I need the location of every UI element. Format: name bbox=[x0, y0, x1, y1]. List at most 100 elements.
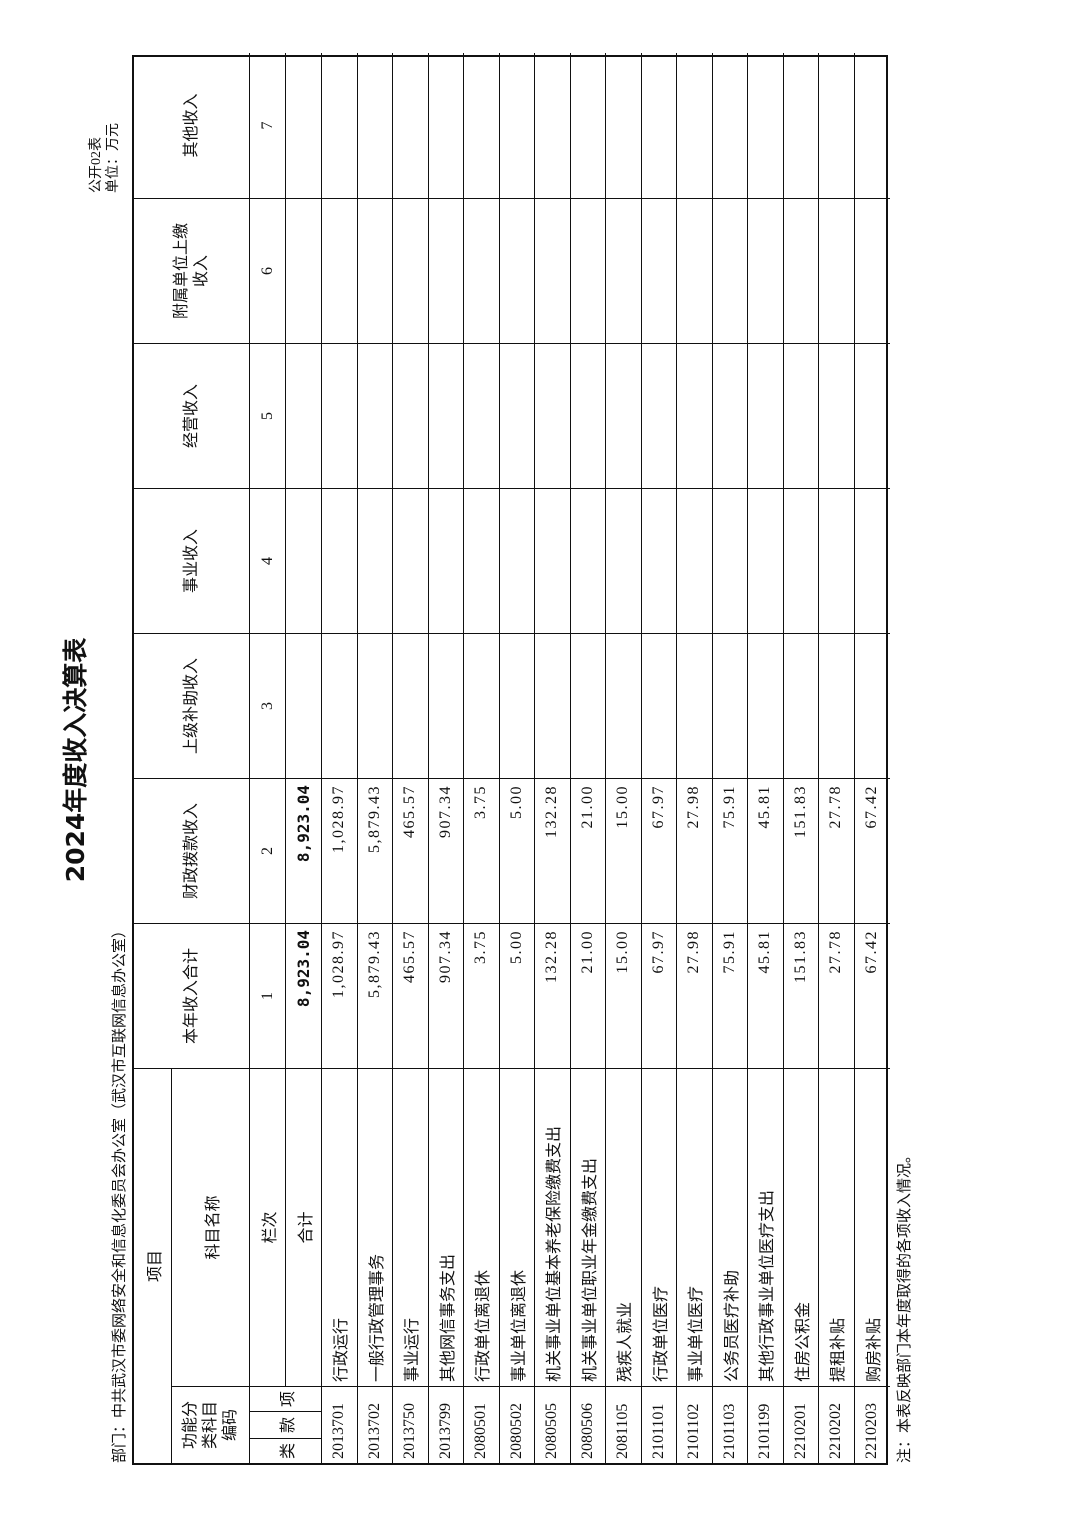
column-header-text: 附属单位上缴收入 bbox=[172, 223, 210, 320]
project-header-text: 项目 bbox=[146, 1250, 164, 1283]
row-value bbox=[535, 53, 571, 198]
row-code-text: 2210202 bbox=[827, 1403, 845, 1459]
row-value bbox=[464, 633, 500, 778]
table-row-code: 2080505 bbox=[535, 1386, 571, 1463]
row-value: 75.91 bbox=[712, 778, 748, 923]
row-code-text: 2013701 bbox=[330, 1403, 348, 1459]
table-row-code: 2210203 bbox=[854, 1386, 890, 1463]
table-row-code: 2013701 bbox=[322, 1386, 358, 1463]
row-value bbox=[499, 633, 535, 778]
row-value: 132.28 bbox=[535, 778, 571, 923]
column-index: 5 bbox=[250, 343, 286, 488]
row-value-text: 45.81 bbox=[756, 930, 774, 974]
kuan-header: 款 bbox=[250, 1411, 322, 1438]
row-name: 事业单位离退休 bbox=[499, 1068, 535, 1386]
row-value bbox=[748, 488, 784, 633]
column-index-text: 6 bbox=[258, 267, 276, 275]
row-name-text: 事业单位医疗 bbox=[688, 1285, 706, 1382]
row-value bbox=[322, 343, 358, 488]
row-name: 其他网信事务支出 bbox=[428, 1068, 464, 1386]
row-code-text: 2080502 bbox=[507, 1403, 525, 1459]
column-index: 4 bbox=[250, 488, 286, 633]
column-header: 财政拨款收入 bbox=[134, 778, 250, 923]
row-value bbox=[819, 53, 855, 198]
row-value-text: 21.00 bbox=[578, 930, 596, 974]
lei-header-text: 类 bbox=[279, 1443, 297, 1460]
column-header-text: 上级补助收入 bbox=[182, 658, 200, 755]
row-value: 3.75 bbox=[464, 923, 500, 1068]
row-value bbox=[783, 633, 819, 778]
row-value bbox=[428, 488, 464, 633]
row-value-text: 907.34 bbox=[436, 785, 454, 838]
page-title: 2024年度收入决算表 bbox=[61, 637, 90, 883]
row-value-text: 45.81 bbox=[756, 785, 774, 829]
row-value: 132.28 bbox=[535, 923, 571, 1068]
total-value bbox=[286, 488, 322, 633]
row-value-text: 27.78 bbox=[827, 930, 845, 974]
table-row-code: 2101103 bbox=[712, 1386, 748, 1463]
row-name: 购房补贴 bbox=[854, 1068, 890, 1386]
row-value bbox=[641, 343, 677, 488]
table-row-code: 2101199 bbox=[748, 1386, 784, 1463]
row-value bbox=[357, 198, 393, 343]
column-index: 7 bbox=[250, 53, 286, 198]
table-row-code: 2013750 bbox=[393, 1386, 429, 1463]
row-value bbox=[641, 633, 677, 778]
row-value bbox=[464, 53, 500, 198]
row-value bbox=[570, 488, 606, 633]
table-row-code: 2101102 bbox=[677, 1386, 713, 1463]
xiang-header: 项 bbox=[250, 1386, 322, 1411]
row-value bbox=[783, 343, 819, 488]
row-value bbox=[855, 53, 891, 198]
row-name: 残疾人就业 bbox=[606, 1068, 642, 1386]
row-value bbox=[357, 488, 393, 633]
row-value bbox=[570, 633, 606, 778]
row-value bbox=[783, 53, 819, 198]
column-header: 事业收入 bbox=[134, 488, 250, 633]
row-code-text: 2080506 bbox=[578, 1403, 596, 1459]
row-name-text: 购房补贴 bbox=[866, 1317, 884, 1382]
lei-header: 类 bbox=[250, 1438, 322, 1463]
row-value bbox=[641, 198, 677, 343]
row-value: 27.98 bbox=[677, 923, 713, 1068]
row-value: 21.00 bbox=[570, 923, 606, 1068]
row-value bbox=[677, 488, 713, 633]
column-index-label: 栏次 bbox=[250, 1068, 286, 1386]
row-value bbox=[748, 198, 784, 343]
total-value bbox=[286, 633, 322, 778]
row-value bbox=[357, 633, 393, 778]
row-code-text: 2080505 bbox=[543, 1403, 561, 1459]
column-index-text: 5 bbox=[258, 412, 276, 420]
row-value bbox=[606, 53, 642, 198]
row-value bbox=[357, 343, 393, 488]
form-number: 公开02表 bbox=[89, 137, 104, 193]
total-value: 8,923.04 bbox=[286, 778, 322, 923]
row-value bbox=[854, 488, 890, 633]
row-name-text: 机关事业单位职业年金缴费支出 bbox=[581, 1157, 599, 1382]
row-name: 公务员医疗补助 bbox=[712, 1068, 748, 1386]
column-index-text: 4 bbox=[258, 557, 276, 565]
row-name: 机关事业单位职业年金缴费支出 bbox=[570, 1068, 606, 1386]
column-header-text: 其他收入 bbox=[182, 93, 200, 158]
row-value bbox=[393, 198, 429, 343]
row-value bbox=[606, 343, 642, 488]
unit-label: 单位：万元 bbox=[106, 123, 121, 193]
row-value bbox=[748, 633, 784, 778]
row-value bbox=[357, 53, 393, 198]
row-name: 行政运行 bbox=[322, 1068, 358, 1386]
income-table: 项目 功能分类科目编码 科目名称类款项 栏次 合计 本年收入合计 1 8,923.04 财政拨款… bbox=[132, 53, 891, 1465]
row-value-text: 3.75 bbox=[472, 785, 490, 819]
row-value-text: 3.75 bbox=[472, 930, 490, 964]
kuan-header-text: 款 bbox=[279, 1417, 297, 1434]
row-value bbox=[322, 198, 358, 343]
row-value-text: 465.57 bbox=[401, 785, 419, 838]
row-value-text: 75.91 bbox=[720, 930, 738, 974]
row-value bbox=[535, 633, 571, 778]
row-value: 151.83 bbox=[783, 923, 819, 1068]
row-value bbox=[854, 198, 890, 343]
row-value bbox=[783, 488, 819, 633]
row-value: 3.75 bbox=[464, 778, 500, 923]
row-value-text: 1,028.97 bbox=[330, 930, 348, 998]
row-value bbox=[677, 343, 713, 488]
row-value bbox=[428, 53, 464, 198]
